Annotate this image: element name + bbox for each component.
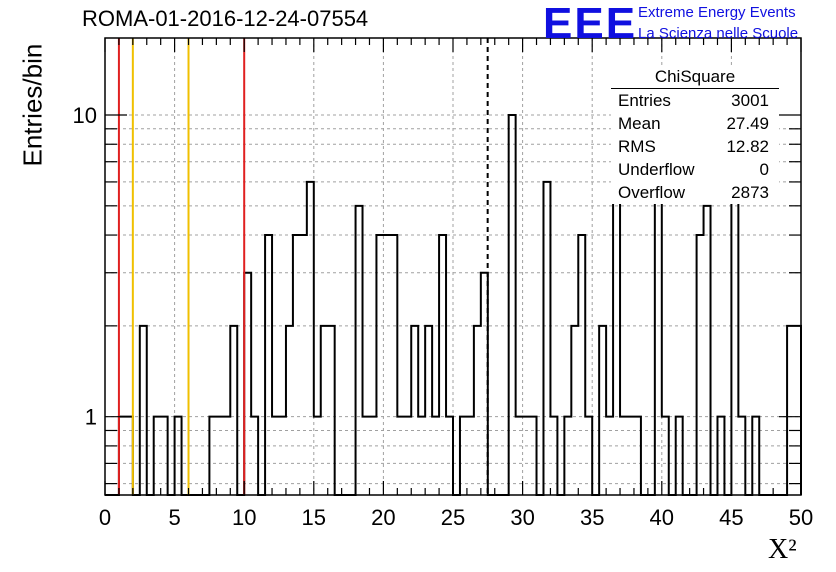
histogram-bin — [578, 235, 585, 495]
stats-key: RMS — [618, 137, 656, 156]
y-axis-label: Entries/bin — [17, 43, 48, 167]
histogram-bin — [474, 326, 481, 495]
x-tick-label: 20 — [371, 505, 395, 530]
histogram-bin — [543, 182, 550, 495]
histogram-bin — [244, 273, 251, 495]
stats-row-mean: Mean 27.49 — [611, 112, 779, 135]
logo-line1: Extreme Energy Events — [638, 4, 796, 21]
histogram-bin — [376, 235, 383, 495]
stats-value: 2873 — [731, 183, 769, 202]
histogram-bin — [439, 235, 446, 495]
histogram-bin — [704, 206, 711, 495]
x-tick-label: 10 — [232, 505, 256, 530]
histogram-bin — [286, 326, 293, 495]
histogram-bin — [390, 235, 397, 495]
histogram-bin — [300, 235, 307, 495]
histogram-bin — [411, 326, 418, 495]
histogram-bin — [571, 326, 578, 495]
stats-box: ChiSquare Entries 3001 Mean 27.49 RMS 12… — [611, 66, 779, 204]
stats-value: 0 — [759, 160, 769, 179]
x-tick-label: 0 — [99, 505, 111, 530]
logo-line2: La Scienza nelle Scuole — [638, 25, 799, 42]
histogram-bin — [321, 326, 328, 495]
stats-key: Overflow — [618, 183, 686, 202]
stats-row-underflow: Underflow 0 — [611, 158, 779, 181]
chart-title: ROMA-01-2016-12-24-07554 — [82, 6, 369, 31]
stats-key: Entries — [618, 91, 671, 110]
stats-key: Underflow — [618, 160, 695, 179]
histogram-bin — [230, 326, 237, 495]
stats-title: ChiSquare — [611, 66, 779, 89]
histogram-bin — [356, 206, 363, 495]
stats-value: 12.82 — [726, 137, 769, 156]
histogram-bin — [140, 326, 147, 495]
stats-value: 3001 — [731, 91, 769, 110]
stats-row-entries: Entries 3001 — [611, 89, 779, 112]
x-tick-label: 25 — [441, 505, 465, 530]
histogram-bin — [383, 235, 390, 495]
stats-value: 27.49 — [726, 114, 769, 133]
histogram-bin — [328, 326, 335, 495]
histogram-bin — [293, 235, 300, 495]
x-tick-label: 15 — [302, 505, 326, 530]
histogram-bin — [307, 182, 314, 495]
x-tick-label: 40 — [650, 505, 674, 530]
histogram-bin — [787, 326, 794, 495]
histogram-bin — [599, 326, 606, 495]
x-tick-label: 35 — [580, 505, 604, 530]
x-tick-label: 50 — [789, 505, 813, 530]
histogram-bin — [265, 235, 272, 495]
histogram-bin — [425, 326, 432, 495]
stats-row-rms: RMS 12.82 — [611, 135, 779, 158]
histogram-bin — [794, 326, 801, 495]
x-axis-label: X² — [768, 534, 797, 565]
y-tick-label: 10 — [73, 103, 97, 128]
x-tick-label: 30 — [510, 505, 534, 530]
x-tick-label: 45 — [719, 505, 743, 530]
stats-key: Mean — [618, 114, 661, 133]
histogram-bin — [509, 115, 516, 495]
x-tick-label: 5 — [168, 505, 180, 530]
stats-row-overflow: Overflow 2873 — [611, 181, 779, 204]
histogram-bin — [697, 235, 704, 495]
y-tick-label: 1 — [85, 405, 97, 430]
histogram-bin — [655, 182, 662, 495]
logo-mark: EEE — [543, 0, 638, 48]
